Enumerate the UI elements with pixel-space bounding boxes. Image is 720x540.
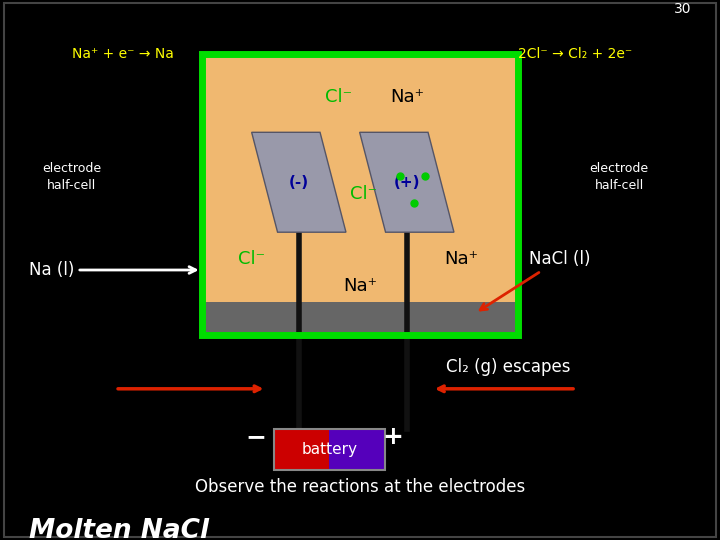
Text: +: + xyxy=(382,426,402,449)
Text: Na⁺: Na⁺ xyxy=(343,277,377,295)
Text: electrode
half-cell: electrode half-cell xyxy=(590,162,649,192)
Text: (-): (-) xyxy=(289,175,309,190)
Text: Molten NaCl: Molten NaCl xyxy=(29,518,209,540)
Text: Cl₂ (g) escapes: Cl₂ (g) escapes xyxy=(446,358,571,376)
Text: (+): (+) xyxy=(394,175,420,190)
Text: Na⁺: Na⁺ xyxy=(444,250,478,268)
Text: NaCl (l): NaCl (l) xyxy=(480,250,590,310)
Text: 2Cl⁻ → Cl₂ + 2e⁻: 2Cl⁻ → Cl₂ + 2e⁻ xyxy=(518,47,633,61)
Text: Observe the reactions at the electrodes: Observe the reactions at the electrodes xyxy=(195,478,525,496)
Bar xyxy=(274,429,330,470)
Text: Na⁺ + e⁻ → Na: Na⁺ + e⁻ → Na xyxy=(72,47,174,61)
Text: 30: 30 xyxy=(674,2,691,16)
Bar xyxy=(202,54,518,335)
Text: −: − xyxy=(245,426,266,449)
Polygon shape xyxy=(252,132,346,232)
Polygon shape xyxy=(360,132,454,232)
Text: electrode
half-cell: electrode half-cell xyxy=(42,162,102,192)
Bar xyxy=(202,54,518,335)
Bar xyxy=(202,302,518,335)
Text: battery: battery xyxy=(302,442,357,457)
Bar xyxy=(330,429,385,470)
Text: Cl⁻: Cl⁻ xyxy=(238,250,266,268)
Text: Cl⁻: Cl⁻ xyxy=(325,88,352,106)
Text: Na (l): Na (l) xyxy=(29,261,196,279)
Text: Na⁺: Na⁺ xyxy=(390,88,424,106)
Bar xyxy=(274,429,385,470)
Text: Cl⁻: Cl⁻ xyxy=(350,185,377,204)
